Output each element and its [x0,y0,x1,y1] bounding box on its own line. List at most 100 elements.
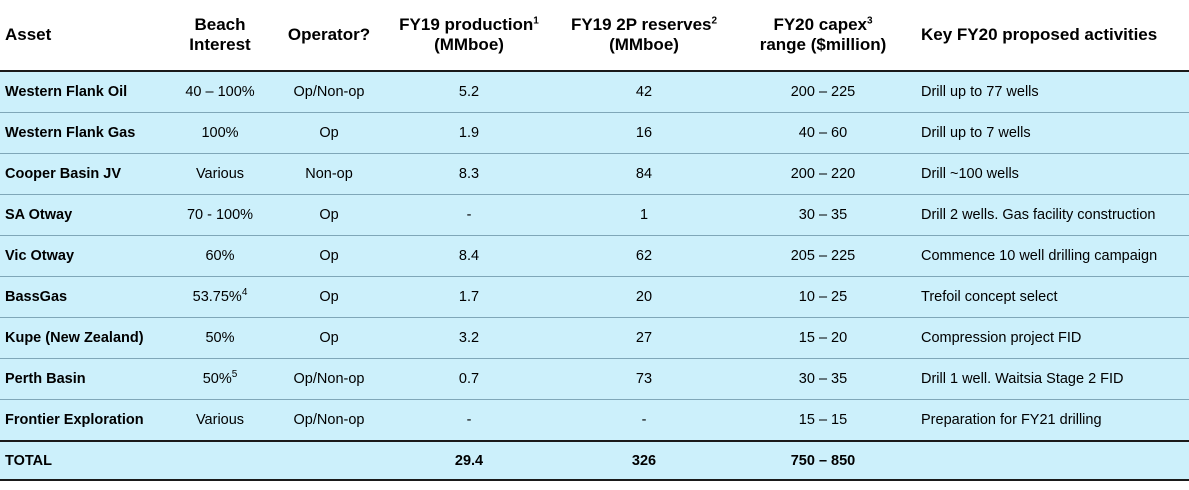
cell-asset: Perth Basin [0,358,165,400]
cell-operator: Op/Non-op [275,399,383,442]
table-row: Frontier Exploration Various Op/Non-op -… [0,399,1189,442]
cell-capex: 200 – 220 [733,153,913,195]
total-reserves: 326 [555,440,733,481]
cell-activities: Trefoil concept select [913,276,1189,318]
header-activities: Key FY20 proposed activities [913,0,1189,71]
total-operator [275,440,383,481]
cell-asset: SA Otway [0,194,165,236]
cell-operator: Op [275,276,383,318]
header-interest-line1: Beach [194,15,246,34]
total-production: 29.4 [383,440,555,481]
cell-asset: Cooper Basin JV [0,153,165,195]
cell-production: 5.2 [383,70,555,113]
header-reserves-line2: (MMboe) [609,35,679,54]
table-row: Cooper Basin JV Various Non-op 8.3 84 20… [0,153,1189,195]
table-row: BassGas 53.75%4 Op 1.7 20 10 – 25 Trefoi… [0,276,1189,318]
cell-capex: 30 – 35 [733,194,913,236]
table-row: Vic Otway 60% Op 8.4 62 205 – 225 Commen… [0,235,1189,277]
cell-production: 3.2 [383,317,555,359]
header-row: Asset Beach Interest Operator? FY19 prod… [0,0,1189,71]
header-asset: Asset [0,0,165,71]
total-label: TOTAL [0,440,165,481]
cell-asset: BassGas [0,276,165,318]
total-interest [165,440,275,481]
cell-reserves: 84 [555,153,733,195]
footnote-ref-2: 2 [711,15,718,27]
header-capex-line1: FY20 capex [773,15,867,34]
cell-reserves: 73 [555,358,733,400]
cell-production: 1.7 [383,276,555,318]
cell-activities: Preparation for FY21 drilling [913,399,1189,442]
cell-interest: Various [165,153,275,195]
table-row: Western Flank Gas 100% Op 1.9 16 40 – 60… [0,112,1189,154]
cell-operator: Op/Non-op [275,358,383,400]
header-capex-line2: range ($million) [759,35,887,54]
cell-asset: Frontier Exploration [0,399,165,442]
cell-capex: 30 – 35 [733,358,913,400]
cell-production: - [383,399,555,442]
cell-activities: Compression project FID [913,317,1189,359]
cell-operator: Op [275,194,383,236]
cell-interest: 70 - 100% [165,194,275,236]
header-production: FY19 production1 (MMboe) [383,0,555,71]
cell-interest: Various [165,399,275,442]
cell-activities: Drill up to 77 wells [913,70,1189,113]
cell-operator: Op [275,235,383,277]
header-reserves-line1: FY19 2P reserves [570,15,712,34]
cell-operator: Op [275,112,383,154]
cell-reserves: 62 [555,235,733,277]
cell-interest: 53.75%4 [165,276,275,318]
cell-production: 8.4 [383,235,555,277]
cell-asset: Kupe (New Zealand) [0,317,165,359]
cell-production: 8.3 [383,153,555,195]
cell-asset: Vic Otway [0,235,165,277]
cell-reserves: 16 [555,112,733,154]
cell-capex: 200 – 225 [733,70,913,113]
cell-activities: Drill 2 wells. Gas facility construction [913,194,1189,236]
cell-reserves: - [555,399,733,442]
cell-activities: Drill ~100 wells [913,153,1189,195]
cell-capex: 205 – 225 [733,235,913,277]
cell-production: 0.7 [383,358,555,400]
table-row: SA Otway 70 - 100% Op - 1 30 – 35 Drill … [0,194,1189,236]
cell-operator: Non-op [275,153,383,195]
cell-interest: 100% [165,112,275,154]
cell-reserves: 27 [555,317,733,359]
cell-interest: 50%5 [165,358,275,400]
cell-reserves: 1 [555,194,733,236]
cell-capex: 15 – 20 [733,317,913,359]
table-row: Kupe (New Zealand) 50% Op 3.2 27 15 – 20… [0,317,1189,359]
cell-reserves: 20 [555,276,733,318]
cell-operator: Op [275,317,383,359]
cell-production: - [383,194,555,236]
total-row: TOTAL 29.4 326 750 – 850 [0,440,1189,481]
cell-activities: Commence 10 well drilling campaign [913,235,1189,277]
header-capex: FY20 capex3 range ($million) [733,0,913,71]
header-production-line2: (MMboe) [434,35,504,54]
header-interest-line2: Interest [189,35,251,54]
table-row: Western Flank Oil 40 – 100% Op/Non-op 5.… [0,70,1189,113]
cell-asset: Western Flank Gas [0,112,165,154]
header-production-line1: FY19 production [399,15,534,34]
cell-production: 1.9 [383,112,555,154]
cell-activities: Drill 1 well. Waitsia Stage 2 FID [913,358,1189,400]
table-row: Perth Basin 50%5 Op/Non-op 0.7 73 30 – 3… [0,358,1189,400]
cell-reserves: 42 [555,70,733,113]
total-activities [913,440,1189,481]
cell-interest: 60% [165,235,275,277]
cell-capex: 15 – 15 [733,399,913,442]
header-reserves: FY19 2P reserves2 (MMboe) [555,0,733,71]
cell-asset: Western Flank Oil [0,70,165,113]
footnote-ref-1: 1 [533,15,539,27]
header-interest: Beach Interest [165,0,275,71]
cell-capex: 40 – 60 [733,112,913,154]
footnote-ref-3: 3 [867,15,873,27]
cell-interest: 50% [165,317,275,359]
header-operator: Operator? [275,0,383,71]
cell-activities: Drill up to 7 wells [913,112,1189,154]
total-capex: 750 – 850 [733,440,913,481]
cell-operator: Op/Non-op [275,70,383,113]
cell-interest: 40 – 100% [165,70,275,113]
cell-capex: 10 – 25 [733,276,913,318]
